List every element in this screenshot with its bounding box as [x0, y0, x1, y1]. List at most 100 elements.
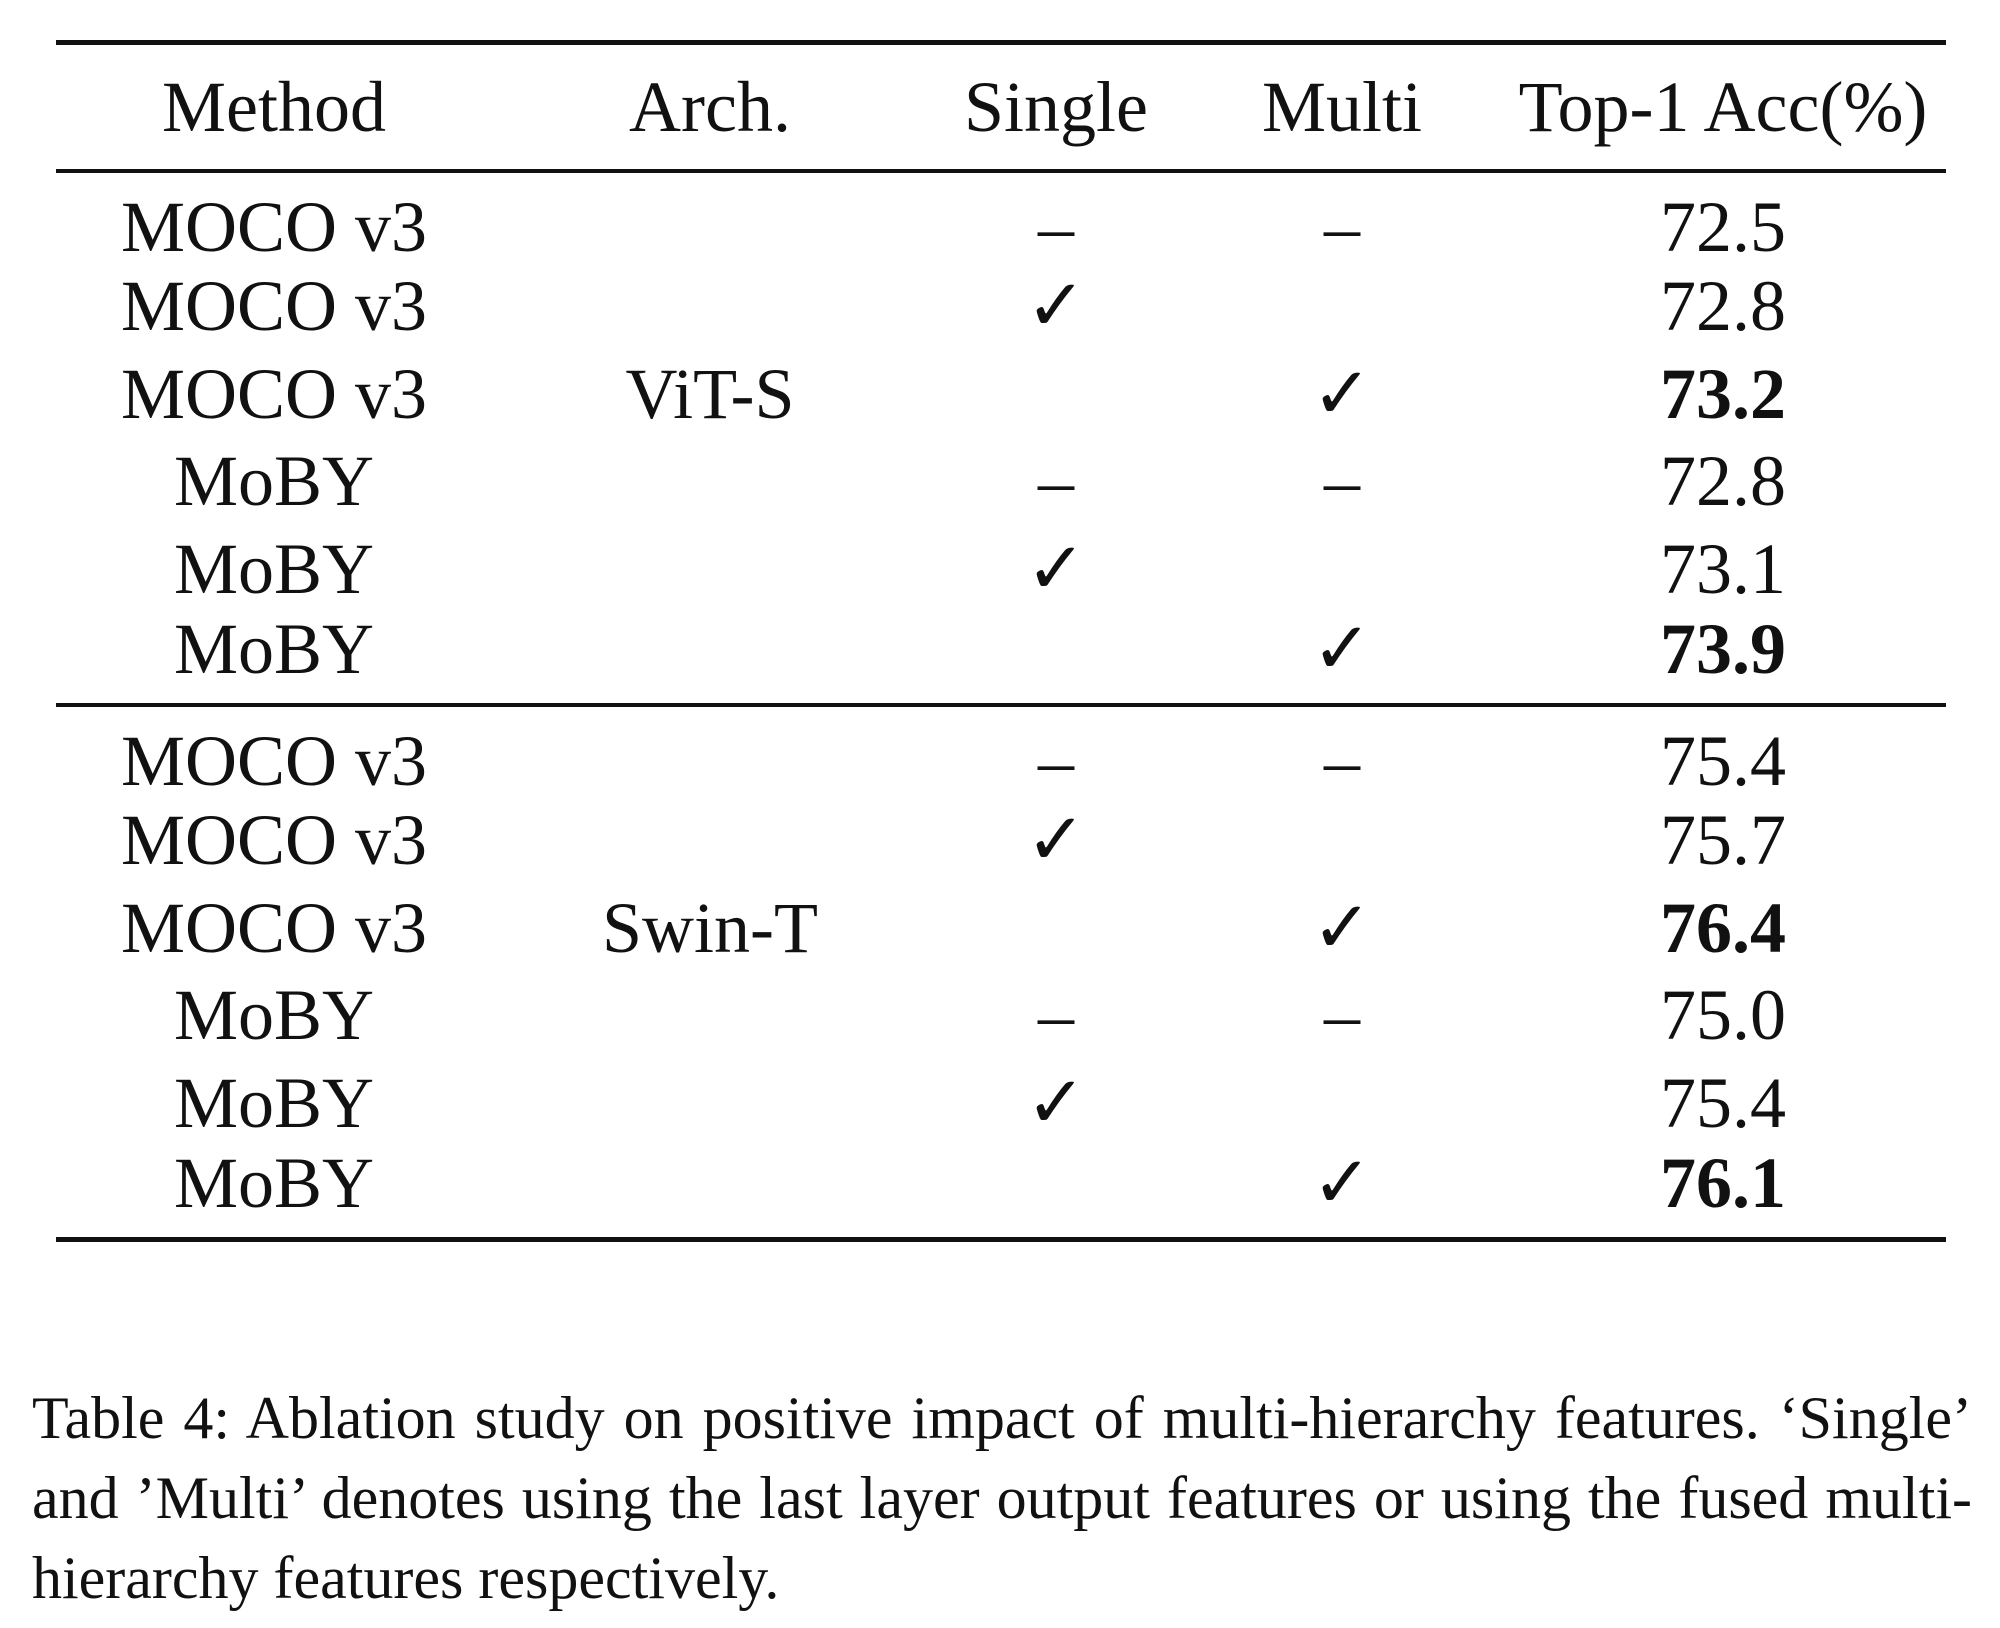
header-method: Method	[56, 40, 492, 173]
accuracy-cell: 72.8	[1660, 266, 1786, 347]
multi-cell	[1184, 525, 1500, 613]
single-cell	[928, 884, 1184, 972]
arch-cell	[492, 1059, 928, 1147]
checkmark-icon: ✓	[1311, 887, 1373, 968]
table-row: MOCO v3 Swin-T ✓ 76.4	[56, 884, 1946, 972]
single-cell	[928, 350, 1184, 438]
checkmark-icon: ✓	[1311, 608, 1373, 689]
accuracy-cell: 75.4	[1660, 1062, 1786, 1143]
accuracy-cell: 75.0	[1660, 975, 1786, 1056]
checkmark-icon: ✓	[1311, 353, 1373, 434]
single-cell: ✓	[928, 263, 1184, 351]
arch-cell	[492, 525, 928, 613]
table-row: MoBY – – 75.0	[56, 972, 1946, 1060]
method-cell: MoBY	[173, 441, 375, 522]
method-cell: MoBY	[56, 1146, 492, 1242]
arch-cell: ViT-S	[625, 353, 795, 434]
dash-icon: –	[1324, 186, 1360, 267]
method-cell: MoBY	[173, 528, 375, 609]
accuracy-cell: 72.8	[1660, 441, 1786, 522]
single-cell: –	[928, 438, 1184, 526]
multi-cell: –	[1184, 171, 1500, 263]
accuracy-cell: 76.4	[1660, 887, 1786, 968]
dash-icon: –	[1038, 186, 1074, 267]
single-cell: ✓	[928, 797, 1184, 885]
dash-icon: –	[1324, 441, 1360, 522]
method-cell: MOCO v3	[120, 266, 428, 347]
checkmark-icon: ✓	[1025, 1062, 1087, 1143]
table-row: MoBY – – 72.8	[56, 438, 1946, 526]
header-top1-acc: Top-1 Acc(%)	[1500, 40, 1946, 173]
method-cell: MOCO v3	[56, 702, 492, 797]
multi-cell	[1184, 1059, 1500, 1147]
method-cell: MOCO v3	[120, 353, 428, 434]
checkmark-icon: ✓	[1311, 1142, 1373, 1223]
accuracy-cell: 75.7	[1660, 800, 1786, 881]
arch-cell	[492, 972, 928, 1060]
multi-cell	[1184, 263, 1500, 351]
table-row: MOCO v3 ✓ 72.8	[56, 263, 1946, 351]
arch-cell	[492, 1146, 928, 1242]
single-cell: –	[928, 702, 1184, 801]
checkmark-icon: ✓	[1025, 266, 1087, 347]
arch-cell	[492, 797, 928, 885]
table-row: MOCO v3 ✓ 75.7	[56, 797, 1946, 885]
results-table-container: Method Arch. Single Multi Top-1 Acc(%) M…	[56, 40, 1946, 1242]
table-row: MoBY ✓ 76.1	[56, 1142, 1946, 1242]
checkmark-icon: ✓	[1025, 528, 1087, 609]
dash-icon: –	[1038, 720, 1074, 801]
table-header: Method Arch. Single Multi Top-1 Acc(%)	[56, 40, 1946, 173]
single-cell: –	[928, 171, 1184, 263]
multi-cell: –	[1184, 972, 1500, 1060]
multi-cell	[1184, 797, 1500, 885]
multi-cell: ✓	[1184, 613, 1500, 705]
table-row: MOCO v3 – – 75.4	[56, 702, 1946, 801]
method-cell: MOCO v3	[120, 887, 428, 968]
single-cell	[928, 613, 1184, 705]
dash-icon: –	[1038, 441, 1074, 522]
accuracy-cell: 72.5	[1660, 186, 1786, 267]
table-row: MoBY ✓ 73.1	[56, 525, 1946, 613]
header-single: Single	[928, 40, 1184, 173]
arch-cell	[492, 263, 928, 351]
accuracy-cell: 75.4	[1500, 702, 1946, 797]
table-row: MoBY ✓ 75.4	[56, 1059, 1946, 1147]
method-cell: MOCO v3	[120, 186, 428, 267]
single-cell: ✓	[928, 525, 1184, 613]
method-cell: MOCO v3	[120, 800, 428, 881]
single-cell: –	[928, 972, 1184, 1060]
method-cell: MoBY	[173, 975, 375, 1056]
dash-icon: –	[1038, 975, 1074, 1056]
method-cell: MoBY	[173, 608, 375, 689]
header-row: Method Arch. Single Multi Top-1 Acc(%)	[56, 40, 1946, 173]
ablation-table: Method Arch. Single Multi Top-1 Acc(%) M…	[56, 40, 1946, 1242]
table-row: MOCO v3– –72.5	[56, 171, 1946, 263]
dash-icon: –	[1324, 720, 1360, 801]
accuracy-cell: 73.1	[1660, 528, 1786, 609]
table-group-vit-s: MOCO v3– –72.5 MOCO v3 ✓ 72.8 MOCO v3 ViT-S ✓ 73…	[56, 171, 1946, 705]
arch-cell	[492, 702, 928, 797]
arch-cell	[492, 171, 928, 263]
accuracy-cell: 73.9	[1660, 608, 1786, 689]
table-row: MOCO v3 ViT-S ✓ 73.2	[56, 350, 1946, 438]
multi-cell: ✓	[1184, 350, 1500, 438]
accuracy-cell: 76.1	[1500, 1146, 1946, 1242]
header-arch: Arch.	[492, 40, 928, 173]
dash-icon: –	[1324, 975, 1360, 1056]
single-cell: ✓	[928, 1059, 1184, 1147]
arch-cell: Swin-T	[602, 887, 818, 968]
single-cell	[928, 1146, 1184, 1242]
arch-cell	[492, 613, 928, 705]
table-caption: Table 4: Ablation study on positive impa…	[32, 1385, 1972, 1611]
multi-cell: ✓	[1184, 1142, 1500, 1242]
accuracy-cell: 73.2	[1660, 353, 1786, 434]
multi-cell: –	[1184, 702, 1500, 801]
table-group-swin-t: MOCO v3 – – 75.4 MOCO v3 ✓ 75.7 MOCO v3 Swin-T ✓ 7…	[56, 702, 1946, 1242]
method-cell: MoBY	[173, 1062, 375, 1143]
multi-cell: ✓	[1184, 884, 1500, 972]
multi-cell: –	[1184, 438, 1500, 526]
table-row: MoBY ✓ 73.9	[56, 613, 1946, 705]
checkmark-icon: ✓	[1025, 800, 1087, 881]
header-multi: Multi	[1184, 40, 1500, 173]
arch-cell	[492, 438, 928, 526]
